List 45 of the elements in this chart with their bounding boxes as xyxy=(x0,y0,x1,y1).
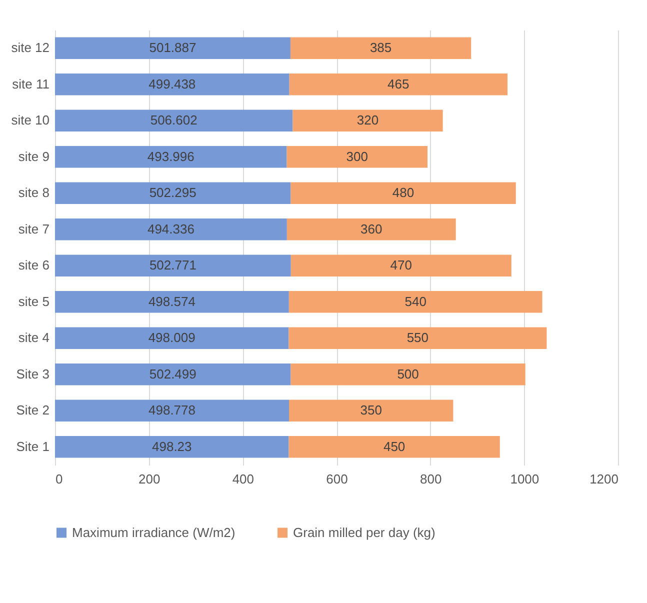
data-label: 480 xyxy=(392,185,414,200)
data-label: 493.996 xyxy=(147,148,194,164)
legend-label: Maximum irradiance (W/m2) xyxy=(72,524,236,540)
data-label: 502.771 xyxy=(149,258,196,273)
x-tick-label: 200 xyxy=(138,472,160,486)
x-tick-label: 800 xyxy=(420,472,442,486)
data-label: 506.602 xyxy=(150,112,198,128)
x-tick-label: 1200 xyxy=(590,472,618,486)
x-tick-label: 400 xyxy=(232,472,254,486)
y-tick-label: site 6 xyxy=(18,258,50,273)
data-label: 498.009 xyxy=(148,330,196,346)
y-tick-label: site 8 xyxy=(18,185,50,200)
data-label: 498.23 xyxy=(152,438,192,454)
y-tick-label: Site 2 xyxy=(16,402,50,418)
data-label: 350 xyxy=(360,402,382,418)
y-tick-label: site 7 xyxy=(18,221,50,236)
data-label: 502.295 xyxy=(149,185,196,200)
y-tick-label: Site 3 xyxy=(16,366,50,382)
x-tick-label: 600 xyxy=(326,472,348,486)
data-label: 499.438 xyxy=(148,76,196,92)
data-label: 540 xyxy=(404,294,426,309)
y-tick-label: site 12 xyxy=(11,40,50,56)
data-label: 470 xyxy=(390,258,412,273)
y-tick-label: site 4 xyxy=(18,330,50,346)
data-label: 360 xyxy=(360,221,382,236)
y-tick-label: site 10 xyxy=(11,112,50,128)
y-tick-label: site 9 xyxy=(18,148,50,164)
x-tick-label: 0 xyxy=(56,472,63,486)
data-label: 500 xyxy=(397,366,419,382)
y-tick-label: site 5 xyxy=(18,294,50,309)
data-label: 450 xyxy=(383,438,406,454)
data-label: 300 xyxy=(346,148,368,164)
x-tick-label: 1000 xyxy=(510,472,540,486)
data-label: 498.574 xyxy=(148,294,196,309)
data-label: 498.778 xyxy=(148,402,196,418)
data-label: 385 xyxy=(370,40,392,56)
data-label: 465 xyxy=(388,76,410,92)
data-label: 494.336 xyxy=(147,221,194,236)
data-label: 550 xyxy=(406,330,429,346)
data-label: 502.499 xyxy=(149,366,196,382)
y-tick-label: Site 1 xyxy=(16,438,50,454)
y-tick-label: site 11 xyxy=(12,76,50,92)
data-label: 501.887 xyxy=(149,40,196,56)
legend-label: Grain milled per day (kg) xyxy=(293,524,436,540)
data-label: 320 xyxy=(356,112,379,128)
